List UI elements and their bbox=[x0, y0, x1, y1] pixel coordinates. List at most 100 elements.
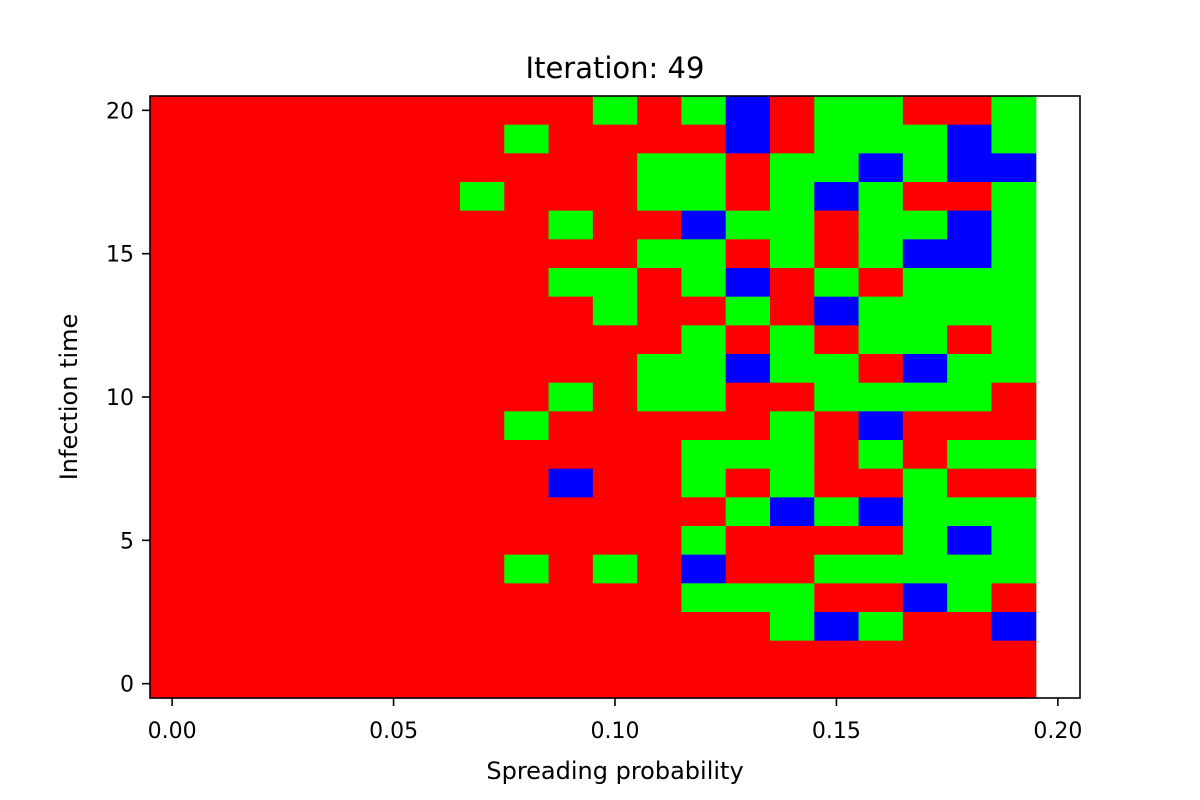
y-tick-label: 20 bbox=[106, 99, 134, 124]
heatmap-cell bbox=[991, 382, 1037, 412]
heatmap-cell bbox=[770, 325, 815, 355]
heatmap-cell bbox=[548, 497, 594, 527]
heatmap-cell bbox=[681, 411, 727, 441]
heatmap-cell bbox=[150, 612, 195, 642]
heatmap-cell bbox=[592, 411, 638, 441]
heatmap-cell bbox=[725, 583, 771, 613]
heatmap-cell bbox=[991, 182, 1037, 212]
heatmap-cell bbox=[681, 440, 727, 470]
heatmap-cell bbox=[460, 354, 505, 384]
heatmap-cell bbox=[858, 526, 904, 556]
heatmap-cell bbox=[725, 382, 771, 412]
heatmap-cell bbox=[194, 468, 240, 498]
heatmap-cell bbox=[947, 354, 993, 384]
heatmap-cell bbox=[194, 411, 240, 441]
heatmap-cell bbox=[371, 497, 417, 527]
heatmap-cell bbox=[637, 124, 683, 154]
heatmap-cell bbox=[327, 268, 373, 298]
heatmap-cell bbox=[194, 382, 240, 412]
heatmap-cell bbox=[282, 268, 328, 298]
heatmap-cell bbox=[991, 440, 1037, 470]
heatmap-cell bbox=[681, 640, 727, 670]
heatmap-cell bbox=[460, 96, 505, 126]
heatmap-cell bbox=[460, 640, 505, 670]
heatmap-cell bbox=[814, 153, 860, 183]
heatmap-cell bbox=[592, 468, 638, 498]
heatmap-cell bbox=[504, 354, 550, 384]
heatmap-cell bbox=[991, 210, 1037, 240]
heatmap-cell bbox=[637, 239, 683, 269]
heatmap-cell bbox=[548, 640, 594, 670]
heatmap-cell bbox=[371, 325, 417, 355]
heatmap-cell bbox=[637, 411, 683, 441]
heatmap-cell bbox=[681, 325, 727, 355]
heatmap-cell bbox=[991, 497, 1037, 527]
heatmap-cell bbox=[548, 124, 594, 154]
heatmap-cell bbox=[991, 268, 1037, 298]
heatmap-cell bbox=[150, 411, 195, 441]
heatmap-cell bbox=[548, 669, 594, 699]
heatmap-cell bbox=[902, 210, 948, 240]
heatmap-cell bbox=[725, 669, 771, 699]
heatmap-cell bbox=[327, 583, 373, 613]
heatmap-cell bbox=[991, 612, 1037, 642]
heatmap-cell bbox=[947, 669, 993, 699]
heatmap-cell bbox=[194, 124, 240, 154]
heatmap-cell bbox=[238, 354, 284, 384]
y-axis-label: Infection time bbox=[55, 314, 83, 481]
heatmap-cell bbox=[902, 325, 948, 355]
heatmap-cell bbox=[858, 296, 904, 326]
x-tick-label: 0.20 bbox=[1033, 719, 1082, 744]
heatmap-cell bbox=[947, 325, 993, 355]
heatmap-cell bbox=[814, 210, 860, 240]
heatmap-cell bbox=[902, 354, 948, 384]
heatmap-cell bbox=[681, 612, 727, 642]
heatmap-cell bbox=[592, 382, 638, 412]
heatmap-cell bbox=[194, 583, 240, 613]
heatmap-cell bbox=[548, 554, 594, 584]
heatmap-cell bbox=[371, 669, 417, 699]
heatmap-cell bbox=[504, 640, 550, 670]
heatmap-cell bbox=[991, 554, 1037, 584]
heatmap-cell bbox=[681, 554, 727, 584]
heatmap-cell bbox=[504, 325, 550, 355]
heatmap-cell bbox=[902, 440, 948, 470]
heatmap-cell bbox=[150, 554, 195, 584]
heatmap-cell bbox=[770, 554, 815, 584]
heatmap-cell bbox=[548, 468, 594, 498]
heatmap-cell bbox=[150, 583, 195, 613]
heatmap-cell bbox=[637, 354, 683, 384]
heatmap-cell bbox=[460, 153, 505, 183]
heatmap-cell bbox=[238, 124, 284, 154]
heatmap-cell bbox=[947, 182, 993, 212]
heatmap-cell bbox=[858, 210, 904, 240]
heatmap-cell bbox=[725, 440, 771, 470]
heatmap-cell bbox=[548, 612, 594, 642]
heatmap-cell bbox=[725, 526, 771, 556]
heatmap-cell bbox=[858, 612, 904, 642]
heatmap-cell bbox=[681, 153, 727, 183]
heatmap-cell bbox=[947, 612, 993, 642]
heatmap-cell bbox=[282, 296, 328, 326]
heatmap-cell bbox=[770, 468, 815, 498]
heatmap-cell bbox=[415, 210, 461, 240]
heatmap-cell bbox=[194, 612, 240, 642]
heatmap-cell bbox=[327, 239, 373, 269]
heatmap-cell bbox=[725, 96, 771, 126]
heatmap-cell bbox=[150, 497, 195, 527]
heatmap-cell bbox=[637, 497, 683, 527]
heatmap-cell bbox=[282, 640, 328, 670]
heatmap-cell bbox=[150, 96, 195, 126]
heatmap-cell bbox=[194, 153, 240, 183]
heatmap-cell bbox=[902, 124, 948, 154]
heatmap-cell bbox=[637, 382, 683, 412]
heatmap-cell bbox=[415, 182, 461, 212]
heatmap-cell bbox=[238, 583, 284, 613]
heatmap-cell bbox=[371, 182, 417, 212]
heatmap-cell bbox=[327, 468, 373, 498]
heatmap-cell bbox=[814, 296, 860, 326]
heatmap-cell bbox=[725, 210, 771, 240]
heatmap-cell bbox=[282, 526, 328, 556]
heatmap-cell bbox=[725, 153, 771, 183]
heatmap-cell bbox=[194, 526, 240, 556]
